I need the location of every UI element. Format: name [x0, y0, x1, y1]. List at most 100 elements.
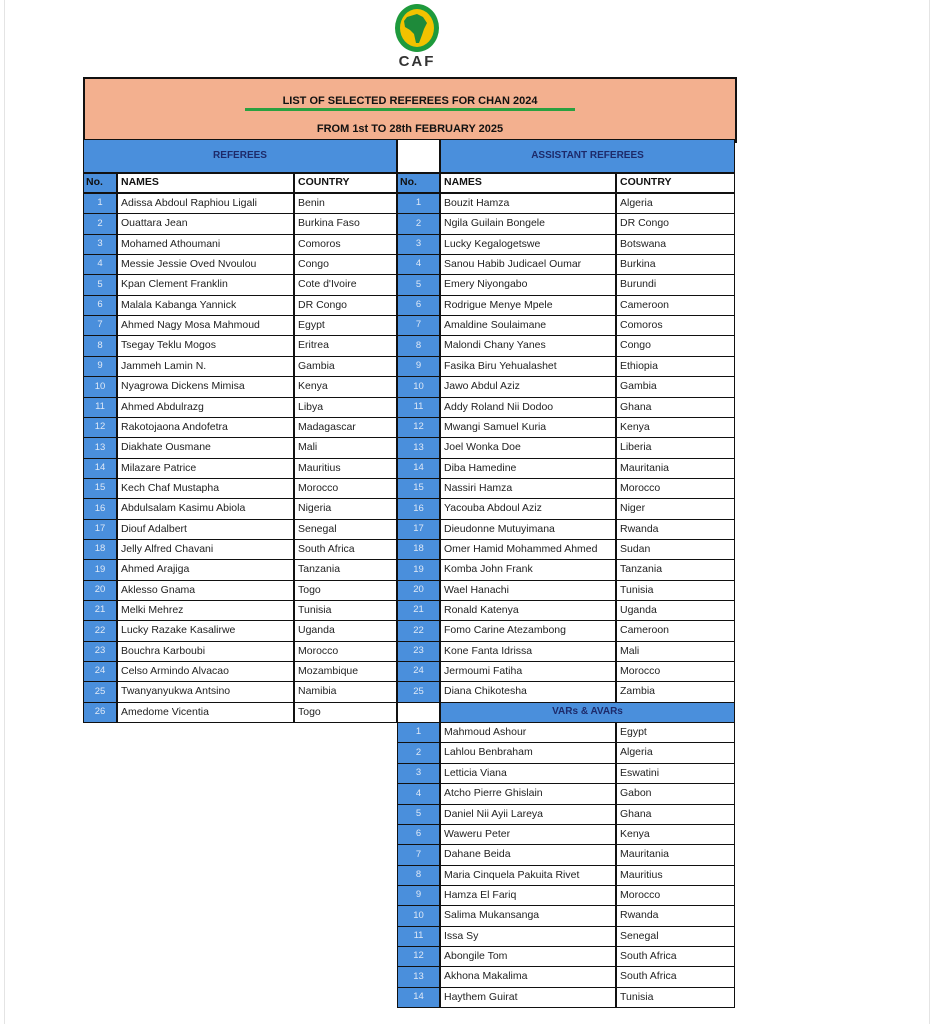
official-name: Diba Hamedine [440, 458, 616, 479]
official-name: Rodrigue Menye Mpele [440, 295, 616, 316]
official-name: Hamza El Fariq [440, 885, 616, 906]
official-country: Namibia [294, 681, 397, 703]
official-country: Mauritius [294, 458, 397, 479]
row-number: 8 [83, 335, 117, 357]
official-name: Lahlou Benbraham [440, 742, 616, 764]
official-country: Tunisia [294, 600, 397, 621]
official-name: Aklesso Gnama [117, 580, 294, 601]
row-number: 17 [397, 519, 440, 540]
row-number: 5 [397, 274, 440, 296]
official-name: Fasika Biru Yehualashet [440, 356, 616, 377]
official-country: Ghana [616, 397, 735, 418]
official-country: Mauritania [616, 844, 735, 866]
row-number: 18 [397, 539, 440, 560]
row-number: 21 [83, 600, 117, 621]
row-number: 19 [83, 559, 117, 581]
row-number: 22 [83, 620, 117, 642]
official-country: Morocco [616, 661, 735, 682]
official-name: Twanyanyukwa Antsino [117, 681, 294, 703]
official-country: Rwanda [616, 905, 735, 927]
official-country: Uganda [616, 600, 735, 621]
official-name: Maria Cinquela Pakuita Rivet [440, 865, 616, 886]
official-country: Eritrea [294, 335, 397, 357]
official-country: South Africa [294, 539, 397, 560]
official-country: South Africa [616, 946, 735, 967]
row-number: 21 [397, 600, 440, 621]
official-country: Cameroon [616, 295, 735, 316]
official-name: Fomo Carine Atezambong [440, 620, 616, 642]
official-name: Ngila Guilain Bongele [440, 213, 616, 235]
section-header-spacer [397, 139, 440, 173]
official-country: Eswatini [616, 763, 735, 784]
official-country: Morocco [616, 885, 735, 906]
row-number: 12 [83, 417, 117, 438]
official-name: Ahmed Abdulrazg [117, 397, 294, 418]
row-number: 2 [83, 213, 117, 235]
official-name: Celso Armindo Alvacao [117, 661, 294, 682]
official-name: Melki Mehrez [117, 600, 294, 621]
official-country: Mozambique [294, 661, 397, 682]
row-number: 14 [83, 458, 117, 479]
official-country: Mali [616, 641, 735, 662]
row-number: 19 [397, 559, 440, 581]
row-number: 24 [83, 661, 117, 682]
row-number: 8 [397, 865, 440, 886]
row-number: 10 [397, 905, 440, 927]
row-number: 1 [397, 193, 440, 214]
official-country: Mauritius [616, 865, 735, 886]
row-number: 7 [397, 315, 440, 336]
row-number: 14 [397, 987, 440, 1008]
official-country: Ghana [616, 804, 735, 825]
official-country: Tanzania [616, 559, 735, 581]
row-number: 3 [397, 763, 440, 784]
row-number: 24 [397, 661, 440, 682]
official-name: Ahmed Nagy Mosa Mahmoud [117, 315, 294, 336]
row-number: 20 [83, 580, 117, 601]
row-number: 26 [83, 702, 117, 723]
title-banner: LIST OF SELECTED REFEREES FOR CHAN 2024 … [83, 77, 737, 143]
row-number: 25 [397, 681, 440, 703]
section-header-assistant-referees: ASSISTANT REFEREES [440, 139, 735, 173]
official-name: Joel Wonka Doe [440, 437, 616, 459]
official-country: Cameroon [616, 620, 735, 642]
row-number: 4 [397, 254, 440, 275]
official-country: Senegal [616, 926, 735, 947]
row-number: 13 [83, 437, 117, 459]
row-number: 9 [83, 356, 117, 377]
official-country: Kenya [294, 376, 397, 398]
official-country: Morocco [616, 478, 735, 499]
official-name: Jawo Abdul Aziz [440, 376, 616, 398]
official-country: Nigeria [294, 498, 397, 520]
row-number: 7 [83, 315, 117, 336]
official-country: Gabon [616, 783, 735, 805]
official-country: Egypt [616, 722, 735, 743]
official-country: Burundi [616, 274, 735, 296]
row-number: 20 [397, 580, 440, 601]
official-country: Comoros [294, 234, 397, 255]
row-number: 18 [83, 539, 117, 560]
official-name: Wael Hanachi [440, 580, 616, 601]
official-name: Dahane Beida [440, 844, 616, 866]
row-number: 1 [397, 722, 440, 743]
official-name: Komba John Frank [440, 559, 616, 581]
official-name: Jammeh Lamin N. [117, 356, 294, 377]
column-header-country: COUNTRY [294, 173, 397, 193]
official-name: Ouattara Jean [117, 213, 294, 235]
row-number: 6 [397, 824, 440, 845]
row-number: 11 [397, 397, 440, 418]
row-number: 12 [397, 946, 440, 967]
official-country: Morocco [294, 478, 397, 499]
official-name: Adissa Abdoul Raphiou Ligali [117, 193, 294, 214]
document-subtitle: FROM 1st TO 28th FEBRUARY 2025 [316, 123, 504, 135]
row-number: 15 [397, 478, 440, 499]
official-name: Mwangi Samuel Kuria [440, 417, 616, 438]
row-number: 16 [397, 498, 440, 520]
official-country: Senegal [294, 519, 397, 540]
official-country: Libya [294, 397, 397, 418]
row-number: 6 [83, 295, 117, 316]
column-header-no: No. [83, 173, 117, 193]
row-number: 3 [397, 234, 440, 255]
official-country: Morocco [294, 641, 397, 662]
row-number: 4 [83, 254, 117, 275]
official-country: Cote d'Ivoire [294, 274, 397, 296]
